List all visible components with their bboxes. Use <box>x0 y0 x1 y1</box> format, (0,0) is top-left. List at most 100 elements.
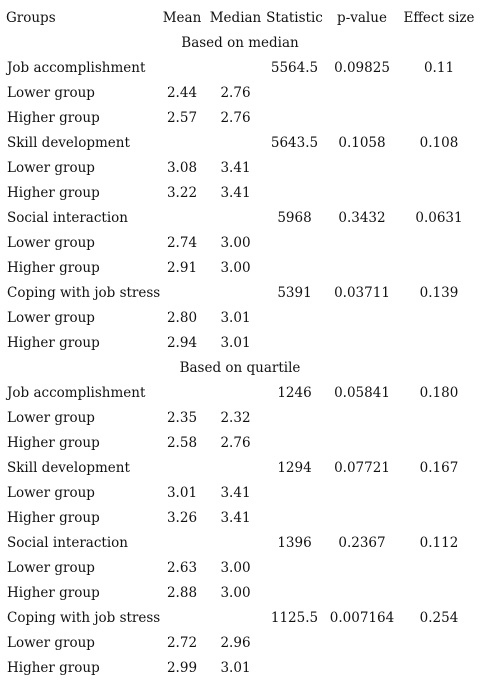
mean-value: 2.99 <box>166 659 198 676</box>
mean-value: 3.22 <box>166 184 198 201</box>
mean-value: 2.91 <box>166 259 198 276</box>
empty-cell <box>156 205 208 230</box>
median-value: 3.00 <box>220 584 251 601</box>
section-title: Based on median <box>181 34 299 51</box>
empty-cell <box>263 405 326 430</box>
group-label: Higher group <box>7 184 100 201</box>
empty-cell <box>156 280 208 305</box>
p-value: 0.09825 <box>334 59 390 76</box>
empty-cell <box>398 480 480 505</box>
factor-row: Job accomplishment 5564.5 0.09825 0.11 <box>0 55 480 80</box>
empty-cell <box>263 630 326 655</box>
mean-value: 3.26 <box>166 509 198 526</box>
empty-cell <box>398 105 480 130</box>
effect-size-value: 0.254 <box>419 609 459 626</box>
median-value: 2.76 <box>220 109 251 126</box>
empty-cell <box>326 405 398 430</box>
factor-row: Skill development 5643.5 0.1058 0.108 <box>0 130 480 155</box>
group-label: Lower group <box>7 409 95 426</box>
mean-value: 2.35 <box>166 409 198 426</box>
mean-value: 3.01 <box>166 484 198 501</box>
group-row: Lower group 2.72 2.96 <box>0 630 480 655</box>
effect-size-value: 0.167 <box>419 459 459 476</box>
p-value: 0.05841 <box>334 384 390 401</box>
group-row: Lower group 2.44 2.76 <box>0 80 480 105</box>
empty-cell <box>398 230 480 255</box>
empty-cell <box>398 505 480 530</box>
group-row: Higher group 3.22 3.41 <box>0 180 480 205</box>
empty-cell <box>263 255 326 280</box>
group-label: Higher group <box>7 659 100 676</box>
mean-value: 3.08 <box>166 159 198 176</box>
empty-cell <box>208 605 263 630</box>
empty-cell <box>398 80 480 105</box>
median-value: 3.41 <box>220 159 251 176</box>
group-label: Lower group <box>7 634 95 651</box>
group-row: Lower group 3.08 3.41 <box>0 155 480 180</box>
group-row: Lower group 2.80 3.01 <box>0 305 480 330</box>
group-label: Lower group <box>7 234 95 251</box>
effect-size-value: 0.0631 <box>415 209 463 226</box>
empty-cell <box>263 505 326 530</box>
empty-cell <box>398 405 480 430</box>
group-row: Higher group 2.99 3.01 <box>0 655 480 680</box>
empty-cell <box>208 130 263 155</box>
statistic-value: 5643.5 <box>270 134 319 151</box>
factor-row: Coping with job stress 5391 0.03711 0.139 <box>0 280 480 305</box>
empty-cell <box>263 230 326 255</box>
empty-cell <box>156 380 208 405</box>
empty-cell <box>156 455 208 480</box>
group-row: Lower group 2.63 3.00 <box>0 555 480 580</box>
effect-size-value: 0.11 <box>423 59 455 76</box>
empty-cell <box>398 305 480 330</box>
group-row: Higher group 2.57 2.76 <box>0 105 480 130</box>
empty-cell <box>326 430 398 455</box>
mean-value: 2.88 <box>166 584 198 601</box>
effect-size-value: 0.180 <box>419 384 459 401</box>
median-value: 3.01 <box>220 334 251 351</box>
header-p-value: p-value <box>337 9 387 26</box>
empty-cell <box>263 105 326 130</box>
header-effect-size: Effect size <box>403 9 475 26</box>
factor-name: Skill development <box>7 134 130 151</box>
group-label: Higher group <box>7 259 100 276</box>
empty-cell <box>398 630 480 655</box>
results-table: Groups Mean Median Statistic p-value Eff… <box>0 5 480 680</box>
empty-cell <box>156 55 208 80</box>
statistic-value: 5564.5 <box>270 59 319 76</box>
mean-value: 2.57 <box>166 109 198 126</box>
p-value: 0.2367 <box>338 534 386 551</box>
empty-cell <box>326 230 398 255</box>
factor-name: Job accomplishment <box>7 384 146 401</box>
mean-value: 2.44 <box>166 84 198 101</box>
group-row: Higher group 2.91 3.00 <box>0 255 480 280</box>
group-row: Lower group 2.74 3.00 <box>0 230 480 255</box>
empty-cell <box>156 605 208 630</box>
empty-cell <box>263 180 326 205</box>
group-label: Lower group <box>7 84 95 101</box>
empty-cell <box>208 205 263 230</box>
factor-name: Skill development <box>7 459 130 476</box>
median-value: 2.76 <box>220 84 251 101</box>
median-value: 3.41 <box>220 509 251 526</box>
statistic-value: 5968 <box>277 209 312 226</box>
header-groups: Groups <box>6 9 56 26</box>
empty-cell <box>208 530 263 555</box>
group-row: Higher group 2.58 2.76 <box>0 430 480 455</box>
factor-row: Social interaction 1396 0.2367 0.112 <box>0 530 480 555</box>
mean-value: 2.72 <box>166 634 198 651</box>
group-label: Lower group <box>7 559 95 576</box>
empty-cell <box>263 480 326 505</box>
effect-size-value: 0.139 <box>419 284 459 301</box>
median-value: 3.41 <box>220 484 251 501</box>
statistic-value: 1294 <box>277 459 312 476</box>
p-value: 0.03711 <box>334 284 390 301</box>
group-row: Higher group 2.88 3.00 <box>0 580 480 605</box>
header-median: Median <box>209 9 262 26</box>
empty-cell <box>398 580 480 605</box>
empty-cell <box>156 130 208 155</box>
group-label: Higher group <box>7 109 100 126</box>
section-row: Based on quartile <box>0 355 480 380</box>
group-row: Lower group 2.35 2.32 <box>0 405 480 430</box>
group-row: Higher group 3.26 3.41 <box>0 505 480 530</box>
